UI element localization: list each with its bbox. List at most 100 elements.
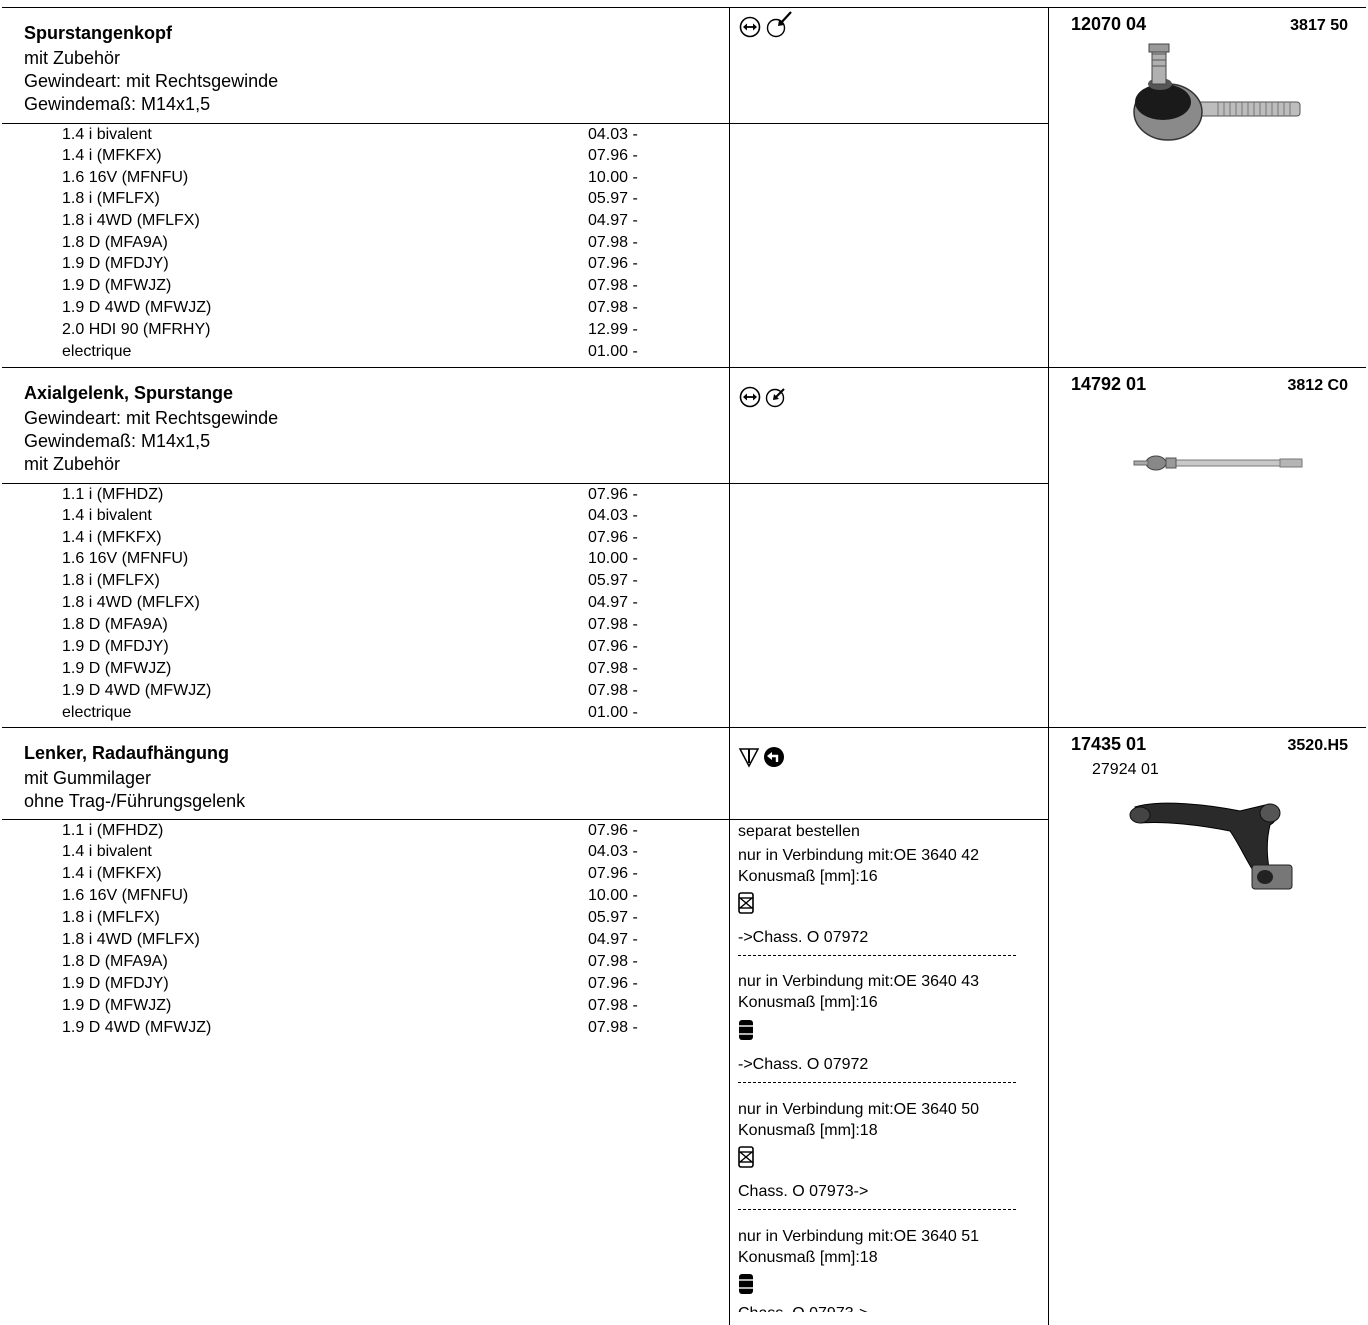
vehicle-row: 1.8 i (MFLFX) 05.97 -	[62, 907, 662, 928]
vehicle-date: 04.03 -	[588, 126, 638, 143]
section-title: Axialgelenk, Spurstange	[24, 383, 234, 403]
vehicle-model: 1.8 i (MFLFX)	[62, 909, 160, 926]
vehicle-row: 1.6 16V (MFNFU) 10.00 -	[62, 548, 662, 569]
note-combination: nur in Verbindung mit:OE 3640 51	[738, 1228, 980, 1245]
vehicle-row: 1.4 i (MFKFX) 07.96 -	[62, 863, 662, 884]
vehicle-row: 1.6 16V (MFNFU) 10.00 -	[62, 885, 662, 906]
column-divider	[729, 7, 730, 1325]
inner-joint-icon	[765, 388, 785, 408]
tie-rod-end-image	[1133, 43, 1301, 141]
vehicle-date: 04.97 -	[588, 931, 638, 948]
vehicle-row: 1.8 D (MFA9A) 07.98 -	[62, 614, 662, 635]
vehicle-date: 05.97 -	[588, 190, 638, 207]
vehicle-date: 12.99 -	[588, 321, 638, 338]
vehicle-model: 1.8 i 4WD (MFLFX)	[62, 594, 200, 611]
note-chassis: Chass. O 07973->	[738, 1183, 869, 1200]
vehicle-row: 1.4 i bivalent 04.03 -	[62, 505, 662, 526]
section-title: Lenker, Radaufhängung	[24, 743, 230, 763]
top-border	[2, 7, 1366, 8]
article-number: 12070 04	[1071, 14, 1147, 34]
vehicle-model: electrique	[62, 343, 132, 360]
note-cone-size: Konusmaß [mm]:16	[738, 994, 878, 1011]
vehicle-row: 1.8 i (MFLFX) 05.97 -	[62, 188, 662, 209]
vehicle-row: 1.8 i 4WD (MFLFX) 04.97 -	[62, 210, 662, 231]
vehicle-model: 1.6 16V (MFNFU)	[62, 550, 189, 567]
vehicle-row: 1.9 D (MFDJY) 07.96 -	[62, 253, 662, 274]
vehicle-row: 1.1 i (MFHDZ) 07.96 -	[62, 484, 662, 505]
vehicle-row: 1.9 D 4WD (MFWJZ) 07.98 -	[62, 297, 662, 318]
steering-link-icon	[739, 386, 761, 408]
vehicle-date: 05.97 -	[588, 909, 638, 926]
section-divider	[2, 727, 1366, 728]
vehicle-model: 1.4 i bivalent	[62, 507, 152, 524]
vehicle-row: 1.9 D (MFWJZ) 07.98 -	[62, 995, 662, 1016]
vehicle-model: 1.9 D 4WD (MFWJZ)	[62, 682, 212, 699]
section-description: mit Gummilager	[24, 768, 152, 788]
header-divider	[2, 123, 1048, 124]
vehicle-model: 1.9 D 4WD (MFWJZ)	[62, 1019, 212, 1036]
control-arm-image	[1129, 802, 1293, 890]
vehicle-model: 1.4 i (MFKFX)	[62, 865, 162, 882]
vehicle-date: 07.98 -	[588, 616, 638, 633]
vehicle-row: 1.4 i bivalent 04.03 -	[62, 841, 662, 862]
section-title: Spurstangenkopf	[24, 23, 173, 43]
vehicle-model: 1.6 16V (MFNFU)	[62, 169, 189, 186]
vehicle-model: 1.9 D (MFDJY)	[62, 975, 169, 992]
note-separator	[738, 955, 1016, 956]
vehicle-model: 1.9 D (MFDJY)	[62, 255, 169, 272]
feature-icons	[738, 384, 788, 410]
note-cone-size: Konusmaß [mm]:16	[738, 868, 878, 885]
vehicle-row: electrique 01.00 -	[62, 702, 662, 723]
vehicle-model: 1.4 i bivalent	[62, 126, 152, 143]
section-description: Gewindeart: mit Rechtsgewinde	[24, 71, 279, 91]
front-axle-icon	[738, 748, 760, 768]
vehicle-model: 1.8 i 4WD (MFLFX)	[62, 931, 200, 948]
vehicle-row: 1.8 D (MFA9A) 07.98 -	[62, 232, 662, 253]
vehicle-date: 07.98 -	[588, 660, 638, 677]
reference-code: 3817 50	[1290, 17, 1348, 34]
vehicle-row: 1.9 D (MFDJY) 07.96 -	[62, 973, 662, 994]
vehicle-date: 07.98 -	[588, 682, 638, 699]
vehicle-date: 07.98 -	[588, 234, 638, 251]
note-combination: nur in Verbindung mit:OE 3640 42	[738, 847, 980, 864]
section-description: mit Zubehör	[24, 48, 121, 68]
vehicle-model: 1.9 D 4WD (MFWJZ)	[62, 299, 212, 316]
sub-article-number: 27924 01	[1092, 761, 1159, 778]
ball-joint-icon	[766, 11, 792, 38]
vehicle-row: electrique 01.00 -	[62, 341, 662, 362]
vehicle-row: 1.1 i (MFHDZ) 07.96 -	[62, 820, 662, 841]
vehicle-model: 1.9 D (MFDJY)	[62, 638, 169, 655]
vehicle-row: 1.9 D (MFDJY) 07.96 -	[62, 636, 662, 657]
vehicle-date: 07.98 -	[588, 997, 638, 1014]
vehicle-row: 2.0 HDI 90 (MFRHY) 12.99 -	[62, 319, 662, 340]
vehicle-date: 10.00 -	[588, 887, 638, 904]
column-divider	[1048, 7, 1049, 1325]
vehicle-row: 1.9 D (MFWJZ) 07.98 -	[62, 275, 662, 296]
vehicle-model: 1.8 i (MFLFX)	[62, 190, 160, 207]
note-combination: nur in Verbindung mit:OE 3640 43	[738, 973, 980, 990]
note-order-separately: separat bestellen	[738, 823, 860, 840]
vehicle-model: 1.9 D (MFWJZ)	[62, 277, 172, 294]
vehicle-date: 04.97 -	[588, 594, 638, 611]
section-description: Gewindemaß: M14x1,5	[24, 94, 211, 114]
vehicle-model: 1.8 D (MFA9A)	[62, 616, 168, 633]
vehicle-date: 10.00 -	[588, 169, 638, 186]
vehicle-date: 07.96 -	[588, 529, 638, 546]
article-number: 14792 01	[1071, 374, 1147, 394]
reference-code: 3520.H5	[1287, 737, 1349, 754]
vehicle-date: 10.00 -	[588, 550, 638, 567]
feature-icons	[738, 11, 794, 40]
vehicle-date: 07.96 -	[588, 638, 638, 655]
vehicle-row: 1.8 i 4WD (MFLFX) 04.97 -	[62, 929, 662, 950]
vehicle-date: 01.00 -	[588, 704, 638, 721]
header-divider	[2, 483, 1048, 484]
section-description: ohne Trag-/Führungsgelenk	[24, 791, 246, 811]
feature-icons	[738, 744, 786, 770]
vehicle-model: 2.0 HDI 90 (MFRHY)	[62, 321, 211, 338]
barrel-icon	[739, 1020, 753, 1040]
vehicle-row: 1.8 i 4WD (MFLFX) 04.97 -	[62, 592, 662, 613]
vehicle-model: 1.8 D (MFA9A)	[62, 953, 168, 970]
vehicle-row: 1.4 i bivalent 04.03 -	[62, 124, 662, 145]
vehicle-row: 1.9 D (MFWJZ) 07.98 -	[62, 658, 662, 679]
hourglass-barrel-icon	[738, 1146, 754, 1168]
